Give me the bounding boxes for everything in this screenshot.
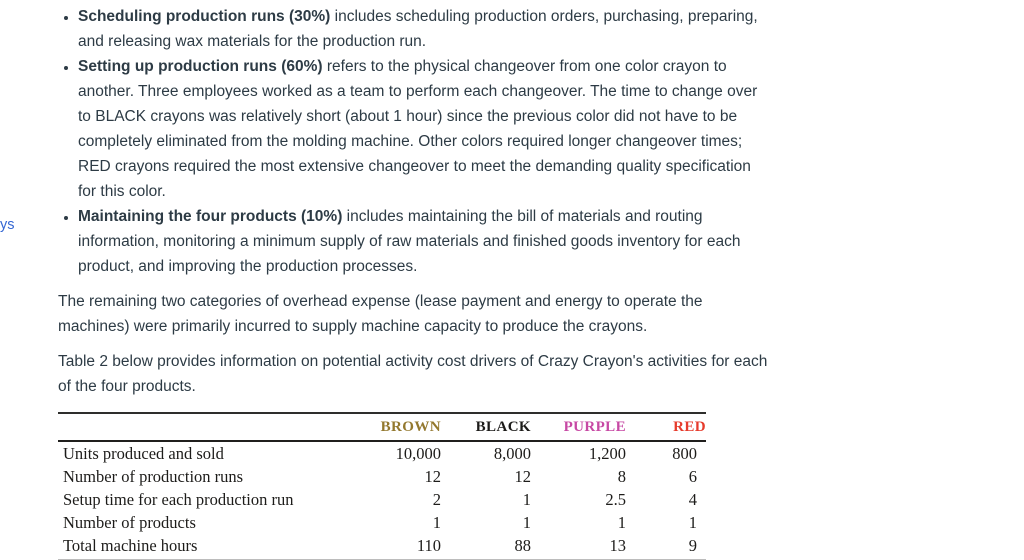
table-cell: 1 (522, 513, 531, 532)
table-cell: 13 (531, 534, 626, 560)
bullet-item-maintaining: Maintaining the four products (10%) incl… (78, 204, 770, 279)
table-cell: 1 (432, 513, 441, 532)
row-label: Number of products (63, 513, 196, 532)
bullet-lead: Setting up production runs (60%) (78, 58, 323, 75)
table-cell: 12 (424, 467, 442, 486)
table-row: Number of products 1 1 1 1 (58, 511, 706, 534)
table-cell: 1 (688, 513, 697, 532)
table-cell: 9 (626, 534, 706, 560)
bullet-item-scheduling: Scheduling production runs (30%) include… (78, 4, 770, 54)
bullet-lead: Scheduling production runs (30%) (78, 8, 331, 25)
table-cell: 1 (522, 490, 531, 509)
bullet-text: includes scheduling production orders, p… (78, 8, 758, 50)
table-row: Setup time for each production run 2 1 2… (58, 488, 706, 511)
bullet-text: refers to the physical changeover from o… (78, 58, 758, 200)
table-row: Units produced and sold 10,000 8,000 1,2… (58, 441, 706, 465)
table-row: Number of production runs 12 12 8 6 (58, 465, 706, 488)
paragraph-table-intro: Table 2 below provides information on po… (58, 353, 768, 395)
row-label: Units produced and sold (63, 444, 224, 463)
table-cell: 800 (672, 444, 697, 463)
table-cell: 6 (688, 467, 697, 486)
table-cell: 8 (617, 467, 626, 486)
bullet-list: Scheduling production runs (30%) include… (58, 4, 770, 279)
column-header-black: BLACK (441, 412, 531, 442)
table-cell: 12 (514, 467, 532, 486)
table-cell: 4 (688, 490, 697, 509)
table-cell: 2 (432, 490, 441, 509)
table-cell: 8,000 (493, 444, 531, 463)
table-cell: 110 (367, 534, 441, 560)
activity-cost-drivers-table: BROWN BLACK PURPLE RED Units produced an… (58, 412, 706, 560)
column-header-purple: PURPLE (531, 412, 626, 442)
paragraph-overhead: The remaining two categories of overhead… (58, 293, 703, 335)
table-row: Total machine hours 110 88 13 9 (58, 534, 706, 560)
sidebar-link-fragment[interactable]: ys (0, 217, 15, 233)
table-header-row: BROWN BLACK PURPLE RED (58, 412, 706, 442)
column-header-brown: BROWN (367, 412, 441, 442)
row-label: Number of production runs (63, 467, 244, 486)
document-content: Scheduling production runs (30%) include… (58, 0, 770, 560)
column-header-red: RED (626, 412, 706, 442)
column-header-blank (58, 412, 367, 442)
table-cell: 2.5 (605, 490, 626, 509)
bullet-item-setup: Setting up production runs (60%) refers … (78, 54, 770, 204)
row-label: Total machine hours (58, 534, 367, 560)
table-cell: 10,000 (395, 444, 441, 463)
table-cell: 1,200 (588, 444, 626, 463)
bullet-lead: Maintaining the four products (10%) (78, 208, 343, 225)
bullet-text: includes maintaining the bill of materia… (78, 208, 741, 275)
row-label: Setup time for each production run (63, 490, 294, 509)
table-cell: 88 (441, 534, 531, 560)
table-cell: 1 (617, 513, 626, 532)
